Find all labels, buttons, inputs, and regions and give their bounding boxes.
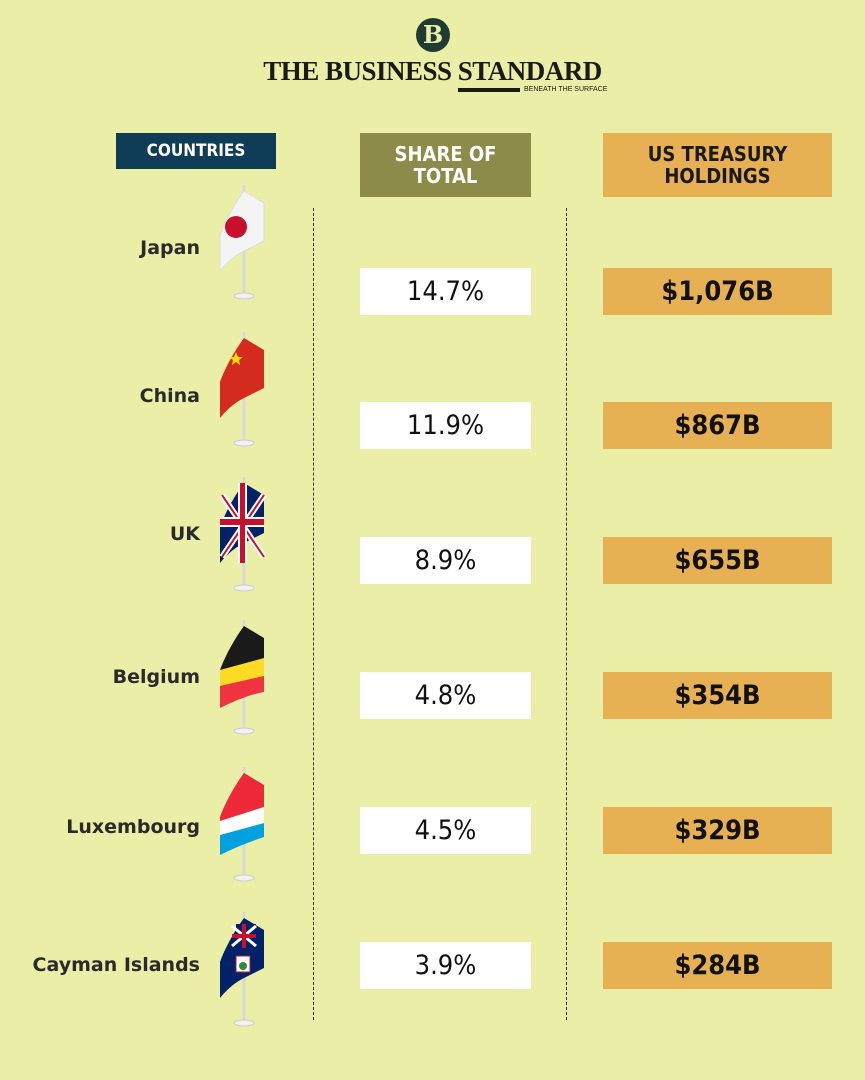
column-header-countries: COUNTRIES — [116, 133, 276, 169]
share-value: 11.9% — [360, 402, 531, 449]
holdings-value: $329B — [603, 807, 832, 854]
china-flag-icon — [210, 330, 270, 455]
share-value: 4.5% — [360, 807, 531, 854]
column-header-holdings: US TREASURY HOLDINGS — [603, 133, 832, 197]
brand-underline — [458, 88, 520, 92]
share-value: 4.8% — [360, 672, 531, 719]
country-label-china: China — [139, 385, 200, 407]
column-header-share: SHARE OF TOTAL — [360, 133, 531, 197]
holdings-value: $284B — [603, 942, 832, 989]
cayman-islands-flag-icon — [210, 910, 270, 1035]
japan-flag-icon — [210, 183, 270, 308]
holdings-value: $1,076B — [603, 268, 832, 315]
column-divider-right — [566, 208, 567, 1020]
brand-tagline: BENEATH THE SURFACE — [524, 86, 608, 93]
brand-logo-icon: B — [416, 18, 450, 52]
share-value: 14.7% — [360, 268, 531, 315]
brand-name: THE BUSINESS STANDARD — [263, 56, 602, 86]
share-value: 3.9% — [360, 942, 531, 989]
country-label-cayman-islands: Cayman Islands — [32, 954, 200, 976]
belgium-flag-icon — [210, 618, 270, 743]
luxembourg-flag-icon — [210, 765, 270, 890]
brand-header: B THE BUSINESS STANDARD BENEATH THE SURF… — [0, 0, 865, 110]
holdings-value: $655B — [603, 537, 832, 584]
country-label-belgium: Belgium — [112, 666, 200, 688]
holdings-value: $354B — [603, 672, 832, 719]
uk-flag-icon — [210, 475, 270, 600]
column-divider-left — [313, 208, 314, 1020]
country-label-luxembourg: Luxembourg — [66, 816, 200, 838]
country-label-uk: UK — [169, 523, 200, 545]
country-label-japan: Japan — [140, 237, 200, 259]
holdings-value: $867B — [603, 402, 832, 449]
share-value: 8.9% — [360, 537, 531, 584]
